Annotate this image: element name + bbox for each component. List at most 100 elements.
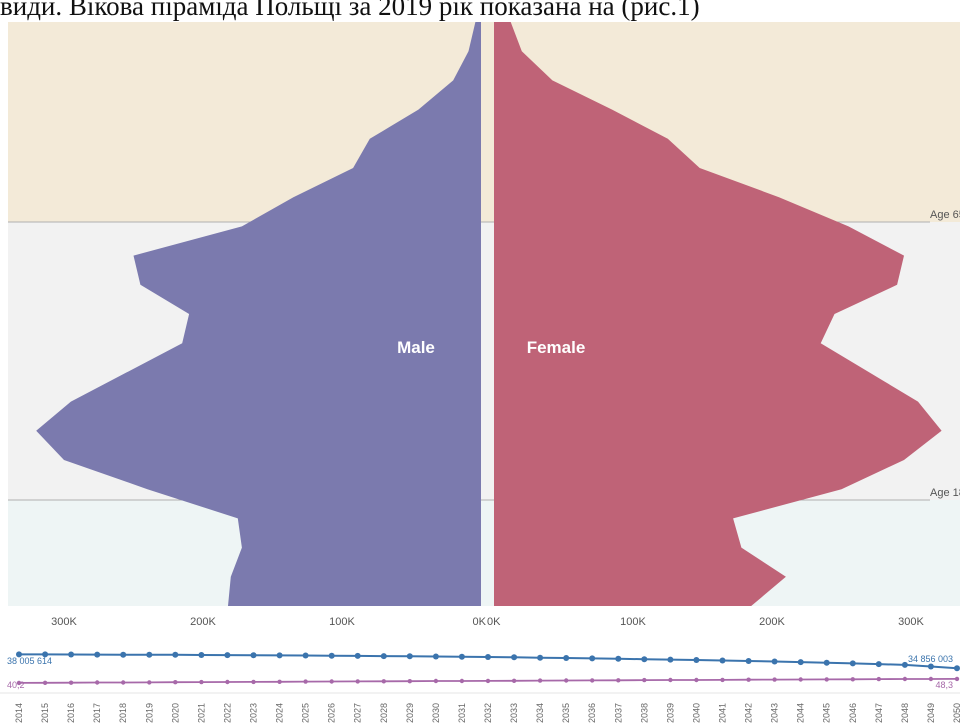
x-tick-female-300k: 300K [898,616,924,628]
year-label-2020: 2020 [170,703,180,723]
year-label-2026: 2026 [327,703,337,723]
population-end-label: 34 856 003 [908,654,953,664]
median-age-point-2024 [277,679,282,684]
population-point-2035 [563,655,570,661]
population-point-2020 [172,651,179,658]
year-label-2042: 2042 [744,703,754,723]
population-points [16,651,960,672]
population-point-2030 [432,653,439,660]
population-point-2037 [615,655,622,662]
female-label: Female [527,338,586,357]
median-age-start-label: 40,2 [7,680,25,690]
population-point-2043 [771,658,778,665]
population-point-2019 [146,651,153,658]
year-label-2016: 2016 [66,703,76,723]
median-age-point-2015 [42,680,48,685]
population-point-2026 [328,652,335,659]
population-point-2028 [380,653,387,660]
median-age-points [16,676,960,686]
population-point-2046 [849,660,856,667]
year-label-2036: 2036 [587,703,597,723]
population-point-2042 [745,658,752,664]
median-age-point-2035 [564,678,569,683]
year-label-2014: 2014 [14,703,24,723]
year-label-2022: 2022 [222,703,232,723]
year-label-2027: 2027 [353,703,363,723]
year-label-2018: 2018 [118,703,128,723]
year-label-2017: 2017 [92,703,102,723]
year-label-2032: 2032 [483,703,493,723]
x-axis-ticks: 300K 200K 100K 0K 0K 100K 200K 300K [51,616,924,628]
median-age-point-2028 [381,679,386,684]
population-point-2049 [927,663,934,670]
median-age-point-2045 [824,677,829,682]
year-label-2038: 2038 [639,703,649,723]
year-label-2048: 2048 [900,703,910,723]
median-age-point-2026 [329,679,334,684]
year-label-2024: 2024 [275,703,285,723]
population-point-2015 [42,651,49,658]
x-tick-female-100k: 100K [620,616,646,628]
median-age-point-2046 [850,677,855,682]
population-point-2036 [589,655,596,662]
population-point-2039 [667,656,674,663]
median-age-point-2049 [928,676,934,682]
year-label-2030: 2030 [431,703,441,723]
year-label-2039: 2039 [665,703,675,723]
document-caption: види. Вікова піраміда Польщі за 2019 рік… [0,0,700,21]
year-label-2021: 2021 [196,703,206,723]
population-point-2044 [797,659,804,666]
population-point-2031 [458,653,465,660]
median-age-point-2017 [95,680,100,685]
population-point-2033 [511,654,518,661]
year-label-2015: 2015 [40,703,50,723]
female-area [494,22,942,606]
population-point-2041 [719,657,726,664]
median-age-point-2022 [225,679,230,685]
median-age-point-2030 [433,678,439,684]
median-age-point-2019 [147,680,152,685]
year-label-2041: 2041 [718,703,728,723]
population-point-2018 [120,651,127,658]
median-age-point-2044 [798,677,803,682]
population-point-2021 [198,652,205,658]
year-label-2031: 2031 [457,703,467,723]
population-point-2016 [68,651,75,658]
year-label-2019: 2019 [144,703,154,723]
year-labels: 2014 2015 2016 2017 2018 2019 2020 2021 2022 2023… [14,703,960,723]
population-point-2050 [954,665,960,672]
median-age-point-2029 [407,679,412,684]
band-label-age-65: Age 65 [930,209,960,221]
population-point-2023 [250,652,257,659]
year-label-2025: 2025 [301,703,311,723]
population-point-2034 [537,654,544,661]
median-age-point-2039 [668,677,673,683]
median-age-point-2021 [199,679,204,685]
median-age-point-2038 [642,677,647,683]
median-age-point-2014 [16,680,22,686]
x-tick-female-200k: 200K [759,616,785,628]
year-label-2035: 2035 [561,703,571,723]
median-age-point-2050 [954,676,960,682]
median-age-point-2027 [355,679,360,684]
x-tick-male-100k: 100K [329,616,355,628]
median-age-point-2023 [251,679,256,685]
median-age-point-2036 [590,678,595,683]
year-label-2040: 2040 [691,703,701,723]
median-age-point-2032 [485,678,491,684]
band-elderly [8,22,960,222]
population-point-2038 [641,656,648,663]
population-pyramid-chart: Age 65 Age 18 Male Female 300K 200K 100K 0K… [8,22,960,628]
median-age-point-2025 [303,679,308,684]
population-point-2029 [406,653,413,660]
population-point-2027 [354,652,361,659]
year-label-2049: 2049 [926,703,936,723]
population-point-2017 [94,651,101,658]
year-label-2047: 2047 [874,703,884,723]
median-age-point-2037 [616,678,621,683]
year-label-2033: 2033 [509,703,519,723]
population-point-2022 [224,652,231,659]
median-age-point-2043 [772,677,777,682]
year-label-2045: 2045 [822,703,832,723]
x-tick-male-200k: 200K [190,616,216,628]
